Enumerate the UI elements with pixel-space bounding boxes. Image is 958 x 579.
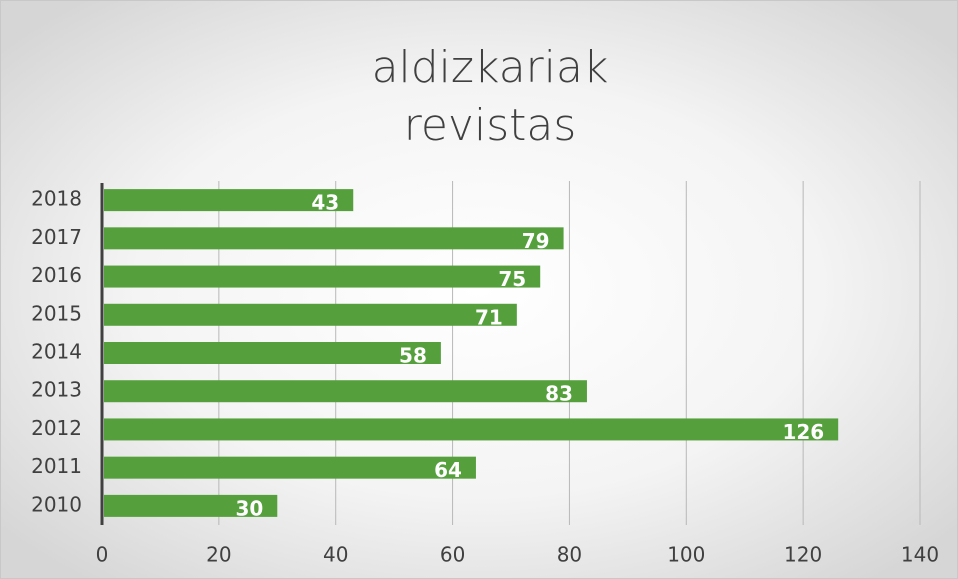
x-tick-label: 40 — [323, 543, 348, 567]
bar — [104, 380, 587, 403]
chart-title: revistas — [404, 100, 577, 151]
value-label: 30 — [235, 496, 263, 520]
x-tick-label: 60 — [440, 543, 465, 567]
value-label: 126 — [782, 420, 824, 444]
x-tick-label: 100 — [667, 543, 705, 567]
y-tick-label: 2013 — [31, 378, 82, 402]
value-label: 79 — [522, 229, 550, 253]
y-tick-label: 2014 — [31, 340, 82, 364]
bar — [104, 456, 476, 479]
x-tick-label: 80 — [557, 543, 582, 567]
x-tick-label: 0 — [96, 543, 109, 567]
chart-title: aldizkariak — [372, 42, 609, 93]
y-tick-label: 2012 — [31, 416, 82, 440]
bar — [104, 189, 354, 212]
y-tick-label: 2016 — [31, 263, 82, 287]
y-tick-label: 2010 — [31, 492, 82, 516]
y-tick-label: 2015 — [31, 301, 82, 325]
value-label: 64 — [434, 458, 462, 482]
value-label: 75 — [498, 267, 526, 291]
value-label: 71 — [475, 305, 503, 329]
value-label: 83 — [545, 382, 573, 406]
bar — [104, 227, 564, 250]
bar — [104, 303, 517, 326]
bar — [104, 494, 278, 517]
bar — [104, 342, 441, 364]
y-tick-label: 2011 — [31, 454, 82, 478]
y-tick-label: 2018 — [31, 187, 82, 211]
value-label: 58 — [399, 344, 427, 368]
x-tick-label: 140 — [901, 543, 939, 567]
x-tick-label: 120 — [784, 543, 822, 567]
y-tick-label: 2017 — [31, 225, 82, 249]
bar — [104, 265, 541, 288]
bar — [104, 418, 839, 441]
value-label: 43 — [311, 191, 339, 215]
x-tick-label: 20 — [206, 543, 231, 567]
